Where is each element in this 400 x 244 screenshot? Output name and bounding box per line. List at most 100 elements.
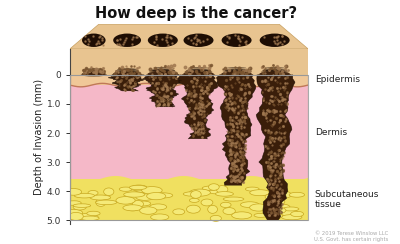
Text: © 2019 Terese Winslow LLC
U.S. Govt. has certain rights: © 2019 Terese Winslow LLC U.S. Govt. has… xyxy=(314,231,388,242)
Ellipse shape xyxy=(113,33,141,47)
Ellipse shape xyxy=(226,69,248,70)
Ellipse shape xyxy=(220,202,231,207)
Ellipse shape xyxy=(262,70,287,71)
Ellipse shape xyxy=(202,186,219,190)
Polygon shape xyxy=(216,75,256,185)
Text: Dermis: Dermis xyxy=(315,128,347,137)
Ellipse shape xyxy=(118,68,136,69)
Ellipse shape xyxy=(250,204,268,211)
Ellipse shape xyxy=(147,193,166,200)
Ellipse shape xyxy=(208,189,222,194)
Ellipse shape xyxy=(240,202,259,208)
Ellipse shape xyxy=(151,214,169,220)
Ellipse shape xyxy=(88,191,98,195)
Ellipse shape xyxy=(224,70,249,71)
Ellipse shape xyxy=(113,72,141,75)
Ellipse shape xyxy=(265,194,277,200)
Ellipse shape xyxy=(146,73,180,77)
Ellipse shape xyxy=(186,70,211,71)
Ellipse shape xyxy=(185,71,212,73)
Ellipse shape xyxy=(281,209,298,216)
Ellipse shape xyxy=(271,204,290,210)
Ellipse shape xyxy=(66,189,82,195)
Ellipse shape xyxy=(254,213,267,217)
Ellipse shape xyxy=(220,73,253,77)
Polygon shape xyxy=(143,75,182,107)
Ellipse shape xyxy=(82,33,106,47)
Ellipse shape xyxy=(83,71,105,73)
Ellipse shape xyxy=(124,192,145,197)
Ellipse shape xyxy=(69,212,83,220)
Bar xyxy=(70,75,308,220)
Ellipse shape xyxy=(82,72,106,75)
Ellipse shape xyxy=(184,33,214,47)
Ellipse shape xyxy=(223,197,244,201)
Ellipse shape xyxy=(276,204,289,210)
Ellipse shape xyxy=(210,215,222,221)
Ellipse shape xyxy=(150,204,167,210)
Ellipse shape xyxy=(189,198,199,202)
Ellipse shape xyxy=(87,211,100,216)
Ellipse shape xyxy=(267,205,280,209)
Ellipse shape xyxy=(283,212,300,219)
Ellipse shape xyxy=(208,184,219,190)
Ellipse shape xyxy=(150,70,175,71)
Ellipse shape xyxy=(153,193,173,198)
Ellipse shape xyxy=(140,207,157,214)
Ellipse shape xyxy=(260,33,290,47)
Ellipse shape xyxy=(201,199,213,206)
Ellipse shape xyxy=(130,185,147,191)
Ellipse shape xyxy=(116,197,135,204)
Ellipse shape xyxy=(282,215,302,220)
Ellipse shape xyxy=(148,33,178,47)
Ellipse shape xyxy=(119,187,132,191)
Ellipse shape xyxy=(274,198,285,205)
Ellipse shape xyxy=(123,205,142,211)
Ellipse shape xyxy=(260,72,290,75)
Polygon shape xyxy=(178,75,218,139)
Ellipse shape xyxy=(153,67,172,68)
Ellipse shape xyxy=(173,209,185,215)
Ellipse shape xyxy=(264,69,286,70)
Ellipse shape xyxy=(136,194,154,200)
Ellipse shape xyxy=(73,204,86,210)
Ellipse shape xyxy=(189,67,208,68)
Ellipse shape xyxy=(250,190,270,196)
Ellipse shape xyxy=(182,73,215,77)
Ellipse shape xyxy=(126,205,139,211)
Ellipse shape xyxy=(136,201,151,206)
Ellipse shape xyxy=(96,200,117,205)
Ellipse shape xyxy=(116,70,139,72)
Ellipse shape xyxy=(80,216,99,221)
Ellipse shape xyxy=(282,207,299,211)
Ellipse shape xyxy=(223,71,250,73)
Ellipse shape xyxy=(104,188,114,195)
Ellipse shape xyxy=(149,71,177,73)
Ellipse shape xyxy=(265,67,284,68)
Ellipse shape xyxy=(267,213,282,219)
Ellipse shape xyxy=(81,73,107,76)
Polygon shape xyxy=(108,75,144,91)
Ellipse shape xyxy=(186,205,200,213)
Ellipse shape xyxy=(114,71,140,73)
Ellipse shape xyxy=(183,192,200,196)
Ellipse shape xyxy=(90,195,111,200)
Ellipse shape xyxy=(222,33,252,47)
Ellipse shape xyxy=(277,191,291,198)
Ellipse shape xyxy=(67,201,81,205)
Ellipse shape xyxy=(77,214,98,221)
Ellipse shape xyxy=(73,204,91,207)
Ellipse shape xyxy=(221,72,252,75)
Ellipse shape xyxy=(134,187,152,193)
Ellipse shape xyxy=(261,191,272,196)
Text: How deep is the cancer?: How deep is the cancer? xyxy=(95,6,297,21)
Ellipse shape xyxy=(289,192,304,197)
Ellipse shape xyxy=(112,73,142,77)
Ellipse shape xyxy=(65,209,83,216)
Ellipse shape xyxy=(261,71,288,73)
Y-axis label: Depth of Invasion (mm): Depth of Invasion (mm) xyxy=(34,79,44,195)
Polygon shape xyxy=(256,75,295,220)
Ellipse shape xyxy=(245,187,259,191)
Text: Epidermis: Epidermis xyxy=(315,75,360,84)
Ellipse shape xyxy=(96,199,106,206)
